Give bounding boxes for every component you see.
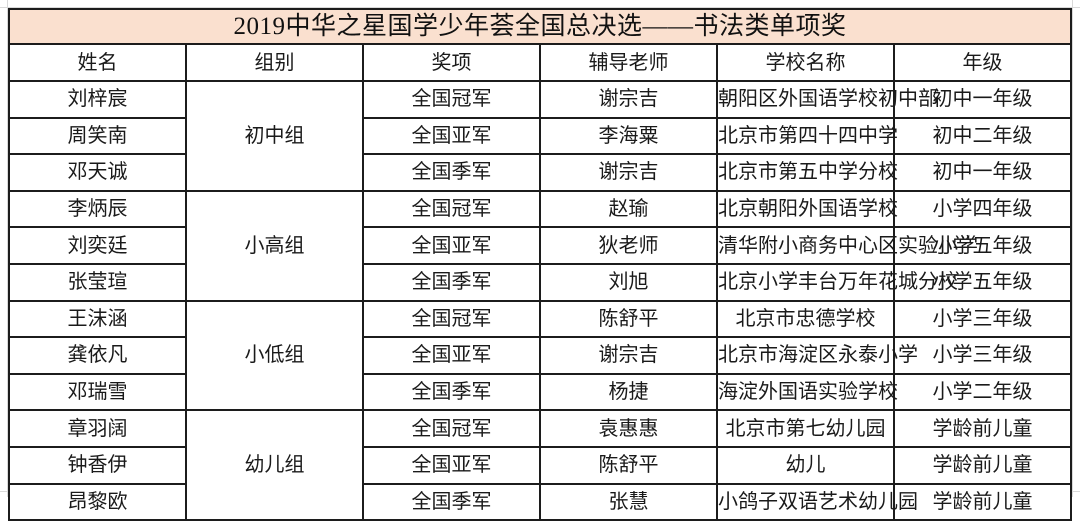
- cell-name: 邓瑞雪: [8, 372, 187, 412]
- cell-award: 全国冠军: [362, 189, 541, 229]
- table-row: 邓天诚 全国季军 谢宗吉 北京市第五中学分校 初中一年级: [8, 153, 1072, 192]
- table-header-row: 姓名 组别 奖项 辅导老师 学校名称 年级: [8, 43, 1072, 82]
- cell-grade: 小学五年级: [893, 226, 1072, 265]
- cell-school: 小鸽子双语艺术幼儿园: [716, 482, 918, 521]
- cell-teacher: 赵瑜: [539, 189, 718, 229]
- cell-school: 海淀外国语实验学校: [716, 372, 898, 412]
- cell-name: 张莹瑄: [8, 262, 187, 302]
- table-row: 张莹瑄 全国季军 刘旭 北京小学丰台万年花城分校 小学五年级: [8, 262, 1072, 302]
- cell-school: 北京市第五中学分校: [716, 153, 898, 192]
- cell-name: 钟香伊: [8, 445, 187, 485]
- cell-grade: 初中二年级: [893, 116, 1072, 156]
- table-title-row: 2019中华之星国学少年荟全国总决选——书法类单项奖: [8, 8, 1072, 45]
- table-title: 2019中华之星国学少年荟全国总决选——书法类单项奖: [8, 8, 1072, 45]
- cell-school: 幼儿: [716, 445, 895, 485]
- cell-name: 章羽阔: [8, 409, 187, 448]
- cell-teacher: 谢宗吉: [539, 80, 718, 119]
- column-header-teacher: 辅导老师: [539, 43, 718, 82]
- cell-name: 邓天诚: [8, 153, 187, 192]
- cell-award: 全国亚军: [362, 336, 541, 375]
- cell-school: 北京市海淀区永泰小学: [716, 336, 918, 375]
- column-header-name: 姓名: [8, 43, 187, 82]
- cell-award: 全国冠军: [362, 80, 541, 119]
- cell-teacher: 谢宗吉: [539, 153, 718, 192]
- column-header-group: 组别: [185, 43, 364, 82]
- cell-grade: 学龄前儿童: [893, 409, 1072, 448]
- cell-grade: 小学三年级: [893, 336, 1072, 375]
- cell-award: 全国季军: [362, 262, 541, 302]
- cell-teacher: 张慧: [539, 482, 718, 521]
- cell-name: 龚依凡: [8, 336, 187, 375]
- cell-name: 李炳辰: [8, 189, 187, 229]
- table-row: 李炳辰 小高组 全国冠军 赵瑜 北京朝阳外国语学校 小学四年级: [8, 189, 1072, 302]
- cell-grade: 小学二年级: [893, 372, 1072, 412]
- cell-teacher: 陈舒平: [539, 445, 718, 485]
- cell-school: 朝阳区外国语学校初中部: [716, 80, 938, 119]
- cell-teacher: 袁惠惠: [539, 409, 718, 448]
- column-header-award: 奖项: [362, 43, 541, 82]
- cell-name: 王沫涵: [8, 299, 187, 339]
- cell-teacher: 狄老师: [539, 226, 718, 265]
- cell-grade: 小学四年级: [893, 189, 1072, 229]
- cell-school: 北京市第四十四中学: [716, 116, 898, 156]
- cell-teacher: 陈舒平: [539, 299, 718, 339]
- cell-award: 全国亚军: [362, 445, 541, 485]
- cell-group: 小高组: [185, 189, 364, 302]
- award-results-table: 2019中华之星国学少年荟全国总决选——书法类单项奖 姓名 组别 奖项 辅导老师…: [8, 8, 1072, 521]
- cell-teacher: 李海粟: [539, 116, 718, 156]
- cell-school: 北京朝阳外国语学校: [716, 189, 898, 229]
- column-header-grade: 年级: [893, 43, 1072, 82]
- cell-award: 全国冠军: [362, 299, 541, 339]
- cell-award: 全国季军: [362, 153, 541, 192]
- cell-grade: 初中一年级: [893, 153, 1072, 192]
- cell-name: 昂黎欧: [8, 482, 187, 521]
- table-row: 王沫涵 小低组 全国冠军 陈舒平 北京市忠德学校 小学三年级: [8, 299, 1072, 412]
- cell-school: 清华附小商务中心区实验小学: [716, 226, 978, 265]
- cell-award: 全国季军: [362, 482, 541, 521]
- cell-name: 刘梓宸: [8, 80, 187, 119]
- table-row: 刘梓宸 初中组 全国冠军 谢宗吉 朝阳区外国语学校初中部 初中一年级: [8, 80, 1072, 192]
- cell-group: 初中组: [185, 80, 364, 192]
- cell-grade: 初中一年级: [893, 80, 1072, 119]
- table-row: 邓瑞雪 全国季军 杨捷 海淀外国语实验学校 小学二年级: [8, 372, 1072, 412]
- cell-grade: 学龄前儿童: [893, 445, 1072, 485]
- cell-award: 全国季军: [362, 372, 541, 412]
- table-row: 周笑南 全国亚军 李海粟 北京市第四十四中学 初中二年级: [8, 116, 1072, 156]
- table-row: 章羽阔 幼儿组 全国冠军 袁惠惠 北京市第七幼儿园 学龄前儿童: [8, 409, 1072, 521]
- table-row: 钟香伊 全国亚军 陈舒平 幼儿 学龄前儿童: [8, 445, 1072, 485]
- table-row: 昂黎欧 全国季军 张慧 小鸽子双语艺术幼儿园 学龄前儿童: [8, 482, 1072, 521]
- table-row: 刘奕廷 全国亚军 狄老师 清华附小商务中心区实验小学 小学五年级: [8, 226, 1072, 265]
- cell-name: 周笑南: [8, 116, 187, 156]
- cell-award: 全国冠军: [362, 409, 541, 448]
- cell-grade: 小学三年级: [893, 299, 1072, 339]
- cell-teacher: 刘旭: [539, 262, 718, 302]
- cell-group: 小低组: [185, 299, 364, 412]
- column-header-school: 学校名称: [716, 43, 895, 82]
- cell-teacher: 谢宗吉: [539, 336, 718, 375]
- cell-award: 全国亚军: [362, 116, 541, 156]
- award-table-body: 2019中华之星国学少年荟全国总决选——书法类单项奖 姓名 组别 奖项 辅导老师…: [8, 8, 1072, 521]
- cell-school: 北京小学丰台万年花城分校: [716, 262, 958, 302]
- cell-award: 全国亚军: [362, 226, 541, 265]
- cell-school: 北京市第七幼儿园: [716, 409, 895, 448]
- cell-school: 北京市忠德学校: [716, 299, 895, 339]
- cell-grade: 小学五年级: [893, 262, 1072, 302]
- cell-grade: 学龄前儿童: [893, 482, 1072, 521]
- cell-name: 刘奕廷: [8, 226, 187, 265]
- cell-group: 幼儿组: [185, 409, 364, 521]
- table-row: 龚依凡 全国亚军 谢宗吉 北京市海淀区永泰小学 小学三年级: [8, 336, 1072, 375]
- cell-teacher: 杨捷: [539, 372, 718, 412]
